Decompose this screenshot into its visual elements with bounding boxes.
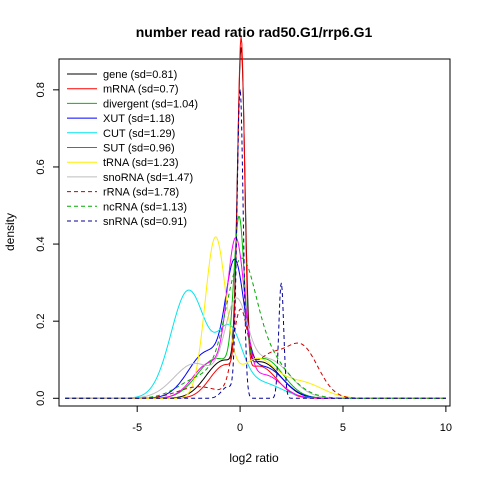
x-tick-label: -5 bbox=[132, 422, 142, 434]
x-tick-label: 10 bbox=[440, 422, 452, 434]
plot-area bbox=[58, 58, 451, 407]
legend-entry: XUT (sd=1.18) bbox=[103, 113, 175, 125]
legend-entry: divergent (sd=1.04) bbox=[103, 98, 198, 110]
legend-entry: snoRNA (sd=1.47) bbox=[103, 172, 193, 184]
x-axis: -5 0 5 10 bbox=[132, 406, 452, 434]
legend-entry: gene (sd=0.81) bbox=[103, 69, 177, 81]
legend-entry: tRNA (sd=1.23) bbox=[103, 157, 179, 169]
density-line-10 bbox=[65, 88, 446, 399]
x-axis-label: log2 ratio bbox=[229, 451, 279, 465]
y-axis-label: density bbox=[3, 213, 17, 251]
y-tick-label: 0.6 bbox=[35, 159, 47, 174]
legend-entry: rRNA (sd=1.78) bbox=[103, 187, 179, 199]
chart-title: number read ratio rad50.G1/rrp6.G1 bbox=[136, 24, 373, 40]
y-tick-label: 0.2 bbox=[35, 314, 47, 329]
legend-entry: SUT (sd=0.96) bbox=[103, 143, 175, 155]
y-tick-label: 0.0 bbox=[35, 391, 47, 406]
legend: gene (sd=0.81) mRNA (sd=0.7) divergent (sd… bbox=[67, 69, 198, 228]
x-tick-label: 5 bbox=[340, 422, 346, 434]
legend-entry: CUT (sd=1.29) bbox=[103, 128, 175, 140]
legend-entry: mRNA (sd=0.7) bbox=[103, 84, 179, 96]
y-axis: 0.0 0.2 0.4 0.6 0.8 bbox=[35, 82, 59, 406]
y-tick-label: 0.4 bbox=[35, 236, 47, 251]
series-group bbox=[65, 36, 446, 399]
plot-frame bbox=[58, 58, 451, 407]
legend-entry: ncRNA (sd=1.13) bbox=[103, 201, 187, 213]
y-tick-label: 0.8 bbox=[35, 82, 47, 97]
x-tick-label: 0 bbox=[237, 422, 243, 434]
legend-entry: snRNA (sd=0.91) bbox=[103, 216, 187, 228]
